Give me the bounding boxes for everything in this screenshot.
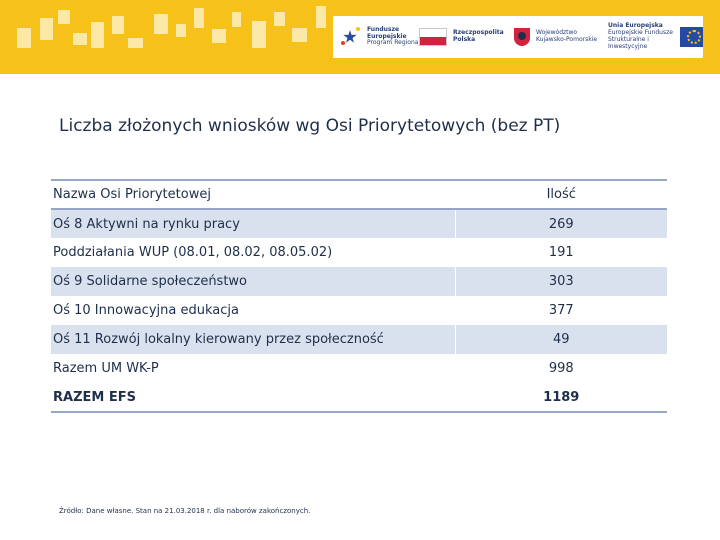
table-row: Razem UM WK-P 998 bbox=[51, 354, 667, 383]
fe-logo-line2: Europejskie bbox=[367, 32, 407, 40]
priority-axes-table: Nazwa Osi Priorytetowej Ilość Oś 8 Aktyw… bbox=[51, 179, 667, 413]
row-name: Razem UM WK-P bbox=[51, 354, 455, 383]
row-name: Oś 10 Innowacyjna edukacja bbox=[51, 296, 455, 325]
header-banner: Fundusze Europejskie Program Regionalny … bbox=[0, 0, 720, 74]
rp-logo-line1: Rzeczpospolita bbox=[453, 29, 504, 37]
row-value: 377 bbox=[454, 296, 667, 325]
kp-logo-line1: Województwo bbox=[536, 29, 578, 37]
decorative-shape bbox=[17, 28, 31, 48]
decorative-shape bbox=[274, 12, 285, 26]
decorative-shape bbox=[73, 33, 87, 45]
table-row: Oś 10 Innowacyjna edukacja 377 bbox=[51, 296, 667, 325]
decorative-shape bbox=[232, 12, 241, 27]
column-header-name: Nazwa Osi Priorytetowej bbox=[51, 179, 455, 210]
table-body: Oś 8 Aktywni na rynku pracy 269 Poddział… bbox=[51, 209, 667, 413]
eu-logo-line3: Strukturalne i Inwestycyjne bbox=[608, 36, 649, 50]
table-header: Nazwa Osi Priorytetowej Ilość bbox=[51, 179, 667, 210]
row-value: 191 bbox=[454, 238, 667, 267]
logo-strip: Fundusze Europejskie Program Regionalny … bbox=[333, 16, 703, 58]
eu-logo: Unia Europejska Europejskie Fundusze Str… bbox=[608, 16, 703, 58]
table-total-row: RAZEM EFS 1189 bbox=[51, 383, 667, 413]
polish-flag-icon bbox=[419, 28, 447, 46]
eu-logo-line1: Unia Europejska bbox=[608, 22, 663, 30]
decorative-shape bbox=[316, 6, 326, 28]
row-name: Oś 8 Aktywni na rynku pracy bbox=[51, 209, 455, 238]
fe-logo-icon bbox=[341, 27, 361, 47]
table-row: Oś 9 Solidarne społeczeństwo 303 bbox=[51, 267, 667, 296]
page-title: Liczba złożonych wniosków wg Osi Prioryt… bbox=[59, 116, 561, 136]
decorative-shape bbox=[292, 28, 307, 42]
decorative-shape bbox=[252, 21, 266, 48]
total-value: 1189 bbox=[454, 383, 667, 413]
kp-logo-line2: Kujawsko-Pomorskie bbox=[536, 36, 598, 43]
row-name: Oś 9 Solidarne społeczeństwo bbox=[51, 267, 455, 296]
decorative-shape bbox=[58, 10, 70, 24]
eu-logo-line2: Europejskie Fundusze bbox=[608, 29, 673, 37]
decorative-shape bbox=[91, 22, 104, 48]
eu-flag-icon bbox=[680, 27, 703, 47]
row-value: 49 bbox=[454, 325, 667, 354]
row-value: 269 bbox=[454, 209, 667, 238]
fe-logo-line3: Program Regionalny bbox=[367, 39, 428, 47]
row-value: 998 bbox=[454, 354, 667, 383]
row-name: Poddziałania WUP (08.01, 08.02, 08.05.02… bbox=[51, 238, 455, 267]
rp-logo-line2: Polska bbox=[453, 36, 476, 43]
column-header-value: Ilość bbox=[454, 179, 667, 210]
decorative-shape bbox=[112, 16, 124, 34]
table-row: Oś 11 Rozwój lokalny kierowany przez spo… bbox=[51, 325, 667, 354]
decorative-shape bbox=[212, 29, 226, 43]
decorative-shape bbox=[176, 24, 186, 37]
row-value: 303 bbox=[454, 267, 667, 296]
table-row: Poddziałania WUP (08.01, 08.02, 08.05.02… bbox=[51, 238, 667, 267]
row-name: Oś 11 Rozwój lokalny kierowany przez spo… bbox=[51, 325, 455, 354]
fe-logo-line1: Fundusze bbox=[367, 25, 400, 33]
kujawsko-pomorskie-crest-icon bbox=[514, 28, 530, 46]
decorative-shape bbox=[40, 18, 53, 40]
table-header-row: Nazwa Osi Priorytetowej Ilość bbox=[51, 179, 667, 210]
table-row: Oś 8 Aktywni na rynku pracy 269 bbox=[51, 209, 667, 238]
decorative-shape bbox=[128, 38, 143, 48]
rp-logo: Rzeczpospolita Polska bbox=[419, 16, 504, 58]
source-note: Źródło: Dane własne. Stan na 21.03.2018 … bbox=[59, 507, 311, 515]
decorative-shape bbox=[154, 14, 168, 34]
fe-logo: Fundusze Europejskie Program Regionalny bbox=[341, 16, 427, 58]
kp-logo: Województwo Kujawsko-Pomorskie bbox=[514, 16, 597, 58]
decorative-shape bbox=[194, 8, 204, 28]
total-name: RAZEM EFS bbox=[51, 383, 455, 413]
